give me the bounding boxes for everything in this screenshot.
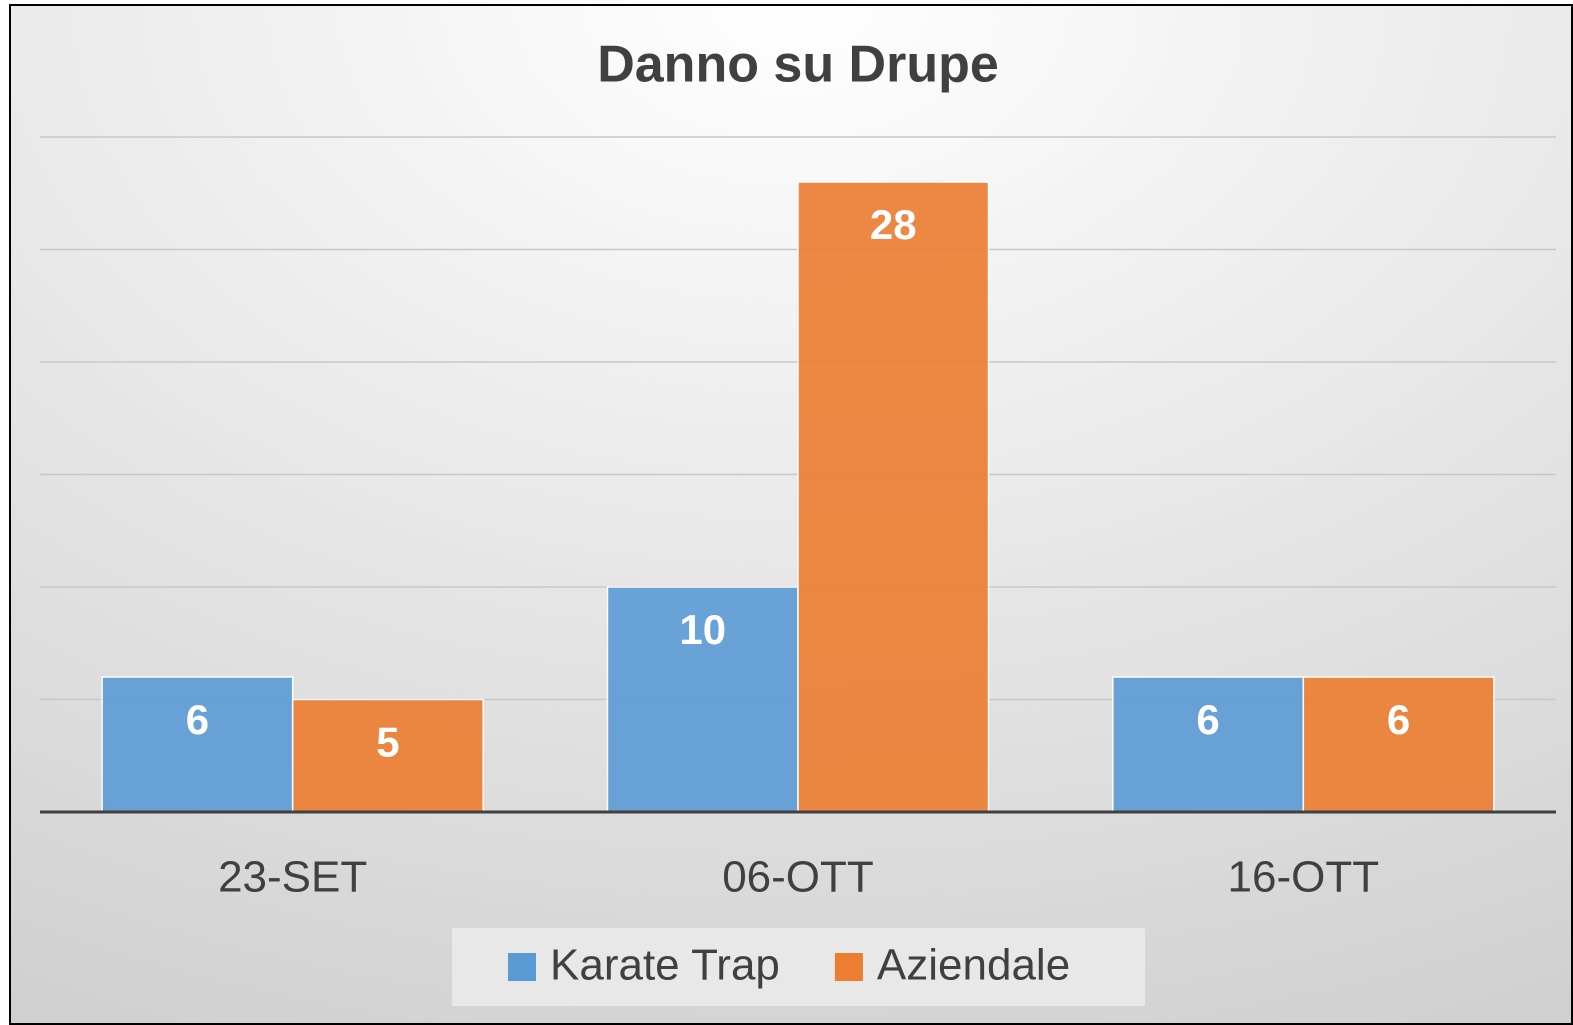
x-tick-label: 23-SET bbox=[218, 853, 367, 902]
data-label: 10 bbox=[679, 606, 726, 653]
x-tick-label: 16-OTT bbox=[1228, 853, 1380, 902]
bar bbox=[1112, 676, 1305, 813]
data-label: 6 bbox=[186, 696, 209, 743]
bar bbox=[797, 181, 990, 813]
legend-label: Aziendale bbox=[877, 941, 1070, 990]
legend-swatch bbox=[508, 953, 536, 981]
data-label: 6 bbox=[1196, 696, 1219, 743]
chart-title: Danno su Drupe bbox=[597, 36, 999, 94]
chart-frame bbox=[9, 4, 1573, 1025]
data-label: 6 bbox=[1387, 696, 1410, 743]
legend-label: Karate Trap bbox=[550, 941, 780, 990]
legend-swatch bbox=[834, 953, 863, 981]
legend-box bbox=[452, 928, 1145, 1006]
bar bbox=[1302, 676, 1495, 813]
x-tick-label: 06-OTT bbox=[722, 853, 874, 902]
bar bbox=[101, 676, 294, 813]
data-label: 5 bbox=[376, 719, 399, 766]
bar bbox=[606, 586, 799, 813]
data-label: 28 bbox=[870, 201, 917, 248]
